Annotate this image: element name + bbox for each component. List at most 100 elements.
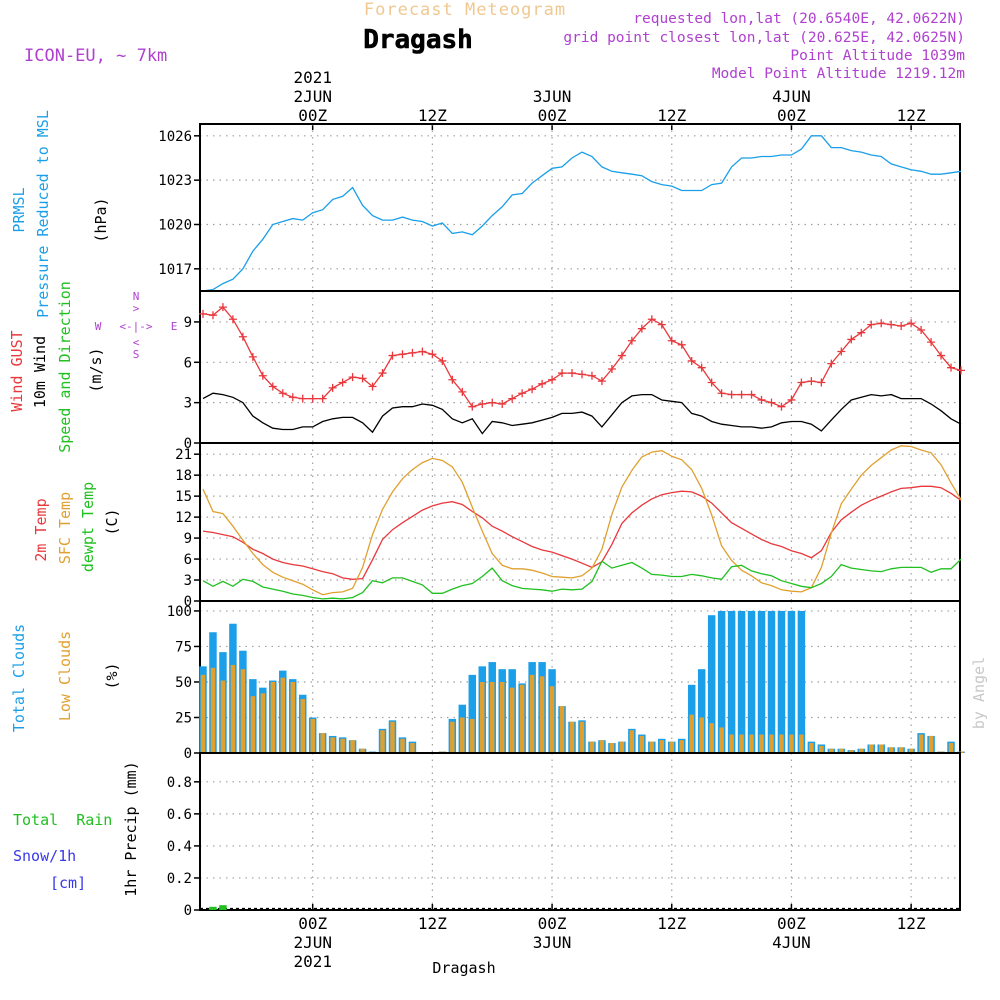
temp-label-unit: (C) bbox=[103, 508, 121, 535]
wind-label-gust: Wind GUST bbox=[8, 330, 26, 411]
gust-marker bbox=[847, 335, 856, 344]
gust-marker bbox=[787, 395, 796, 404]
low-cloud-bar bbox=[709, 723, 714, 753]
total-cloud-bar bbox=[777, 610, 786, 753]
low-cloud-bar bbox=[509, 687, 515, 753]
bottom-axis-label: 12Z bbox=[897, 914, 926, 933]
rain-bar bbox=[219, 905, 227, 910]
gust-marker bbox=[238, 332, 247, 341]
compass-rose: N S W E <-|-> > < bbox=[95, 290, 178, 361]
low-cloud-bar bbox=[809, 743, 814, 753]
gust-marker bbox=[707, 378, 716, 387]
gust-marker bbox=[468, 402, 477, 411]
low-cloud-bar bbox=[290, 681, 295, 753]
watermark: by Angel bbox=[970, 657, 988, 729]
temp-label-2m: 2m Temp bbox=[32, 498, 50, 561]
gust-marker bbox=[897, 321, 906, 330]
gust-marker bbox=[448, 375, 457, 384]
low-cloud-bar bbox=[480, 681, 485, 753]
gust-marker bbox=[667, 336, 676, 345]
gust-marker bbox=[947, 363, 956, 372]
compass-e: E bbox=[171, 320, 178, 333]
gust-marker bbox=[737, 390, 746, 399]
gust-marker bbox=[568, 369, 577, 378]
top-axis-label: 3JUN bbox=[533, 87, 572, 106]
low-cloud-bar bbox=[280, 677, 286, 753]
temperature-labels: 2m Temp SFC Temp dewpt Temp (C) bbox=[32, 482, 121, 572]
gust-marker bbox=[538, 379, 547, 388]
gust-marker bbox=[757, 395, 766, 404]
gust-marker bbox=[577, 370, 586, 379]
temp-sfc-line bbox=[202, 445, 962, 596]
low-cloud-bar bbox=[200, 674, 206, 753]
precip-panel: 0 0.2 0.4 0.6 0.8 bbox=[167, 752, 961, 919]
top-axis-label: 4JUN bbox=[772, 87, 811, 106]
gust-marker bbox=[887, 320, 896, 329]
gust-marker bbox=[827, 359, 836, 368]
y-tick-label: 0 bbox=[184, 746, 192, 762]
low-cloud-bar bbox=[210, 667, 216, 753]
y-tick-label: 18 bbox=[175, 468, 192, 484]
low-cloud-bar bbox=[390, 721, 395, 753]
bottom-axis-label: 12Z bbox=[418, 914, 447, 933]
gust-marker bbox=[937, 351, 946, 360]
gust-marker bbox=[637, 324, 646, 333]
gust-marker bbox=[697, 363, 706, 372]
low-cloud-bar bbox=[639, 735, 645, 753]
y-tick-label: 0.6 bbox=[167, 807, 192, 823]
gust-marker bbox=[867, 320, 876, 329]
gust-marker bbox=[817, 378, 826, 387]
y-tick-label: 1026 bbox=[158, 129, 192, 145]
clouds-label-total: Total Clouds bbox=[10, 624, 28, 732]
top-axis-label: 12Z bbox=[897, 106, 926, 125]
low-cloud-bar bbox=[859, 748, 864, 753]
y-tick-label: 6 bbox=[184, 552, 192, 568]
y-tick-label: 3 bbox=[184, 573, 192, 589]
low-cloud-bar bbox=[819, 745, 824, 753]
low-cloud-bar bbox=[450, 721, 455, 753]
total-cloud-bar bbox=[707, 615, 716, 753]
low-cloud-bar bbox=[948, 743, 954, 753]
gust-marker bbox=[767, 398, 776, 407]
gust-marker bbox=[428, 350, 437, 359]
bottom-axis-label: 3JUN bbox=[533, 933, 572, 952]
gust-marker bbox=[348, 373, 357, 382]
model-label: ICON-EU, ~ 7km bbox=[24, 46, 167, 66]
low-cloud-bar bbox=[829, 748, 834, 753]
clouds-label-low: Low Clouds bbox=[56, 631, 74, 721]
gust-marker bbox=[518, 389, 527, 398]
clouds-panel: 0 25 50 75 100 bbox=[167, 600, 965, 762]
bottom-axis-label: 4JUN bbox=[772, 933, 811, 952]
gust-marker bbox=[548, 375, 557, 384]
location-title: Dragash bbox=[363, 25, 473, 55]
bottom-axis-label: 00Z bbox=[538, 914, 567, 933]
footer-location: Dragash bbox=[432, 959, 495, 977]
low-cloud-bar bbox=[729, 734, 734, 753]
low-cloud-bar bbox=[699, 717, 704, 753]
gust-marker bbox=[857, 328, 866, 337]
low-cloud-bar bbox=[400, 738, 405, 753]
low-cloud-bar bbox=[310, 718, 315, 753]
gust-marker bbox=[607, 365, 616, 374]
low-cloud-bar bbox=[888, 747, 894, 753]
low-cloud-bar bbox=[519, 684, 525, 753]
total-cloud-bar bbox=[767, 610, 776, 753]
gust-marker bbox=[288, 393, 297, 402]
low-cloud-bar bbox=[599, 740, 605, 753]
gust-marker bbox=[807, 377, 816, 386]
y-tick-label: 15 bbox=[175, 489, 192, 505]
meteogram-supertitle: Forecast Meteogram bbox=[364, 0, 566, 20]
top-axis-label: 00Z bbox=[298, 106, 327, 125]
low-cloud-bar bbox=[499, 681, 505, 753]
low-cloud-bar bbox=[779, 734, 784, 753]
gust-marker bbox=[318, 394, 327, 403]
low-cloud-bar bbox=[260, 693, 266, 753]
temp-dewpt-line bbox=[202, 558, 962, 600]
rain-bar bbox=[209, 906, 217, 910]
gust-marker bbox=[877, 319, 886, 328]
precip-labels: Total Rain Snow/1h [cm] 1hr Precip (mm) bbox=[13, 761, 140, 896]
y-tick-label: 75 bbox=[175, 639, 192, 655]
precip-label-rain: Total Rain bbox=[13, 811, 112, 829]
compass-n: N bbox=[133, 290, 140, 303]
temp-label-sfc: SFC Temp bbox=[56, 492, 74, 564]
